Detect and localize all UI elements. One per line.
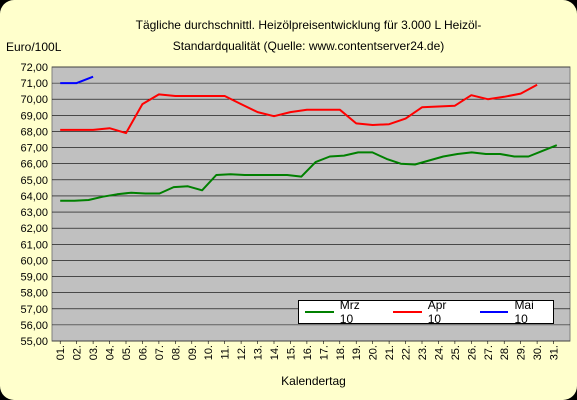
y-tick-label: 61,00 (20, 239, 48, 251)
x-tick-label: 12. (236, 345, 248, 360)
x-tick-label: 24. (433, 345, 445, 360)
y-tick-label: 70,00 (20, 94, 48, 106)
x-tick-label: 07. (154, 345, 166, 360)
y-tick-label: 58,00 (20, 288, 48, 300)
x-tick-label: 14. (269, 345, 281, 360)
x-tick-label: 21. (384, 345, 396, 360)
legend-label-mrz: Mrz 10 (339, 298, 360, 326)
x-tick-label: 02. (72, 345, 84, 360)
x-tick-label: 10. (203, 345, 215, 360)
x-tick-label: 29. (516, 345, 528, 360)
x-tick-label: 22. (401, 345, 413, 360)
x-tick-label: 01. (55, 345, 67, 360)
x-tick-label: 18. (335, 345, 347, 360)
y-tick-label: 67,00 (20, 143, 48, 155)
y-tick-label: 72,00 (20, 62, 48, 74)
legend-swatch-mai (479, 311, 509, 313)
legend-label-apr: Apr 10 (427, 298, 447, 326)
x-axis-label: Kalendertag (281, 374, 346, 388)
y-tick-label: 60,00 (20, 255, 48, 267)
y-tick-label: 57,00 (20, 304, 48, 316)
x-tick-label: 15. (285, 345, 297, 360)
legend-item-apr: Apr 10 (392, 298, 462, 326)
x-tick-label: 08. (170, 345, 182, 360)
y-tick-label: 65,00 (20, 175, 48, 187)
x-tick-label: 23. (417, 345, 429, 360)
x-tick-label: 25. (450, 345, 462, 360)
x-tick-label: 30. (532, 345, 544, 360)
x-tick-label: 04. (105, 345, 117, 360)
chart-title-line2: Standardqualität (Quelle: www.contentser… (172, 39, 445, 53)
x-tick-label: 31. (549, 345, 561, 360)
x-tick-label: 05. (121, 345, 133, 360)
legend-label-mai: Mai 10 (514, 298, 534, 326)
x-tick-label: 19. (351, 345, 363, 360)
y-tick-label: 62,00 (20, 223, 48, 235)
legend-swatch-mrz (305, 311, 334, 313)
y-tick-label: 55,00 (20, 336, 48, 348)
x-tick-label: 27. (483, 345, 495, 360)
x-tick-label: 11. (220, 345, 232, 359)
series-line-mrz-10 (60, 144, 558, 202)
series-line-mai-10 (60, 75, 94, 85)
x-tick-label: 06. (137, 345, 149, 360)
x-tick-label: 16. (302, 345, 314, 360)
legend-item-mrz: Mrz 10 (305, 298, 375, 326)
y-tick-label: 69,00 (20, 110, 48, 122)
x-tick-label: 28. (499, 345, 511, 360)
legend-swatch-apr (392, 311, 422, 313)
x-tick-label: 20. (368, 345, 380, 360)
x-tick-label: 13. (253, 345, 265, 360)
y-axis-label: Euro/100L (6, 40, 62, 54)
chart-title-line1: Tägliche durchschnittl. Heizölpreisentwi… (135, 18, 482, 32)
chart-legend: Mrz 10 Apr 10 Mai 10 (298, 298, 554, 326)
y-tick-label: 66,00 (20, 159, 48, 171)
y-tick-label: 71,00 (20, 78, 48, 90)
y-tick-label: 59,00 (20, 272, 48, 284)
series-line-apr-10 (60, 83, 538, 135)
x-tick-label: 09. (187, 345, 199, 360)
x-tick-label: 03. (88, 345, 100, 360)
x-tick-label: 17. (318, 345, 330, 360)
y-tick-label: 56,00 (20, 320, 48, 332)
y-tick-label: 63,00 (20, 207, 48, 219)
legend-item-mai: Mai 10 (479, 298, 549, 326)
y-tick-label: 68,00 (20, 126, 48, 138)
x-tick-label: 26. (466, 345, 478, 360)
y-tick-label: 64,00 (20, 191, 48, 203)
